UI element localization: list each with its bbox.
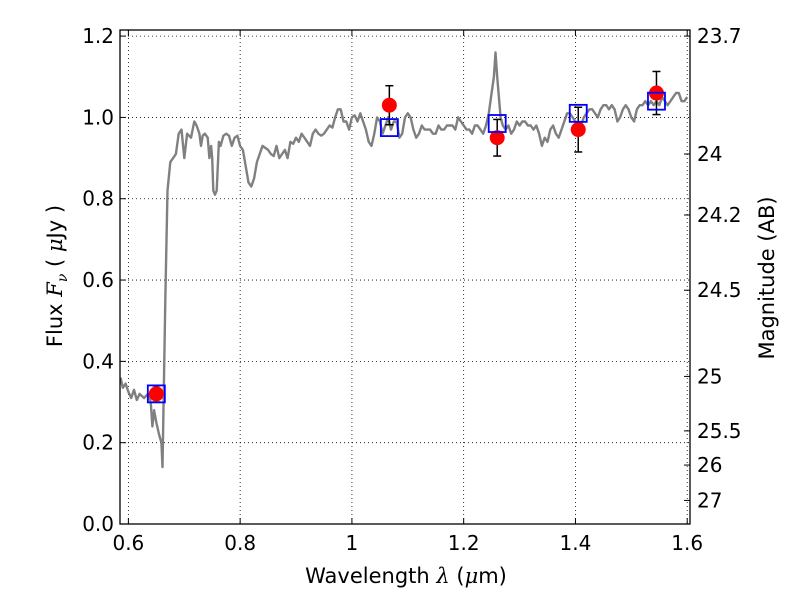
model-point [647,91,666,111]
x-tick-label: 1.2 [448,531,480,555]
model-point [568,103,588,123]
model-photometry [146,91,666,404]
y2-tick-label: 25.5 [697,419,742,443]
observed-point [381,97,397,113]
model-spectrum [119,51,689,469]
model-point [487,114,507,133]
model-point [379,118,399,137]
y2-tick-label: 23.7 [697,24,742,48]
y2-tick-label: 24.5 [697,278,742,302]
x-axis-label: Wavelength λ (μm) [305,564,507,588]
y-tick-label: 0.4 [82,349,114,373]
y2-tick-label: 25 [697,364,722,388]
observed-point [489,130,505,146]
x-axis-ticks: 0.6 0.8 1 1.2 1.4 1.6 [112,30,703,555]
y-tick-label: 1.2 [82,24,114,48]
y2-tick-label: 26 [697,453,722,477]
y2-tick-label: 24.2 [697,203,742,227]
y-tick-label: 0.8 [82,187,114,211]
y-axis-ticks: 0.0 0.2 0.4 0.6 0.8 1.0 1.2 [82,24,126,536]
observed-point [570,122,586,138]
y2-axis-label: Magnitude (AB) [755,196,779,359]
y-tick-label: 0.2 [82,431,114,455]
x-tick-label: 1.6 [671,531,703,555]
x-tick-label: 1 [346,531,359,555]
y2-tick-label: 24 [697,142,722,166]
x-tick-label: 1.4 [560,531,592,555]
x-tick-label: 0.8 [224,531,256,555]
y-tick-label: 0.0 [82,512,114,536]
observed-point [148,386,164,402]
y2-axis-ticks: 23.7 24 24.2 24.5 25 25.5 26 27 [684,24,742,512]
model-point [146,384,166,404]
y-tick-label: 1.0 [82,105,114,129]
y-axis-label: Flux Fν ( μJy ) [43,205,71,347]
x-tick-label: 0.6 [112,531,144,555]
y2-tick-label: 27 [697,488,722,512]
y-tick-label: 0.6 [82,268,114,292]
spectrum-line [119,51,689,469]
plot-frame [119,29,691,525]
